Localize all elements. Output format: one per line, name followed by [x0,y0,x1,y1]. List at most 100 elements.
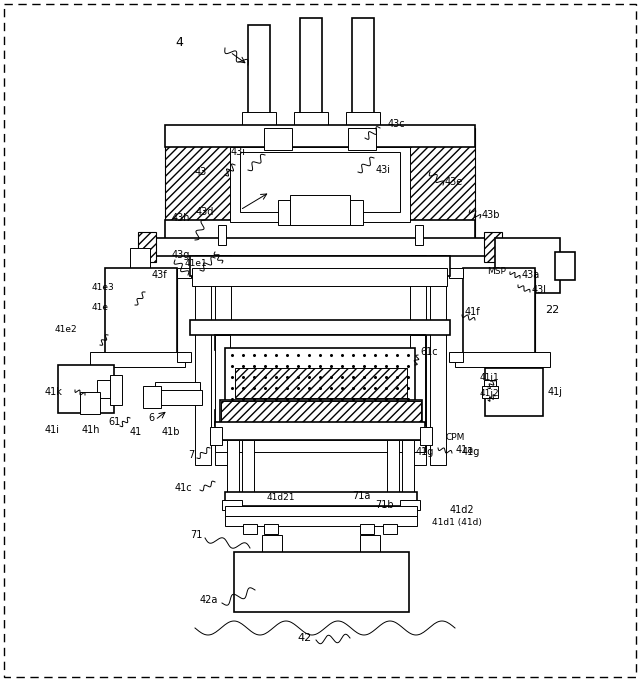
Bar [485,368,543,416]
Bar [455,352,550,367]
Bar [143,386,161,408]
Text: 41c: 41c [175,483,193,493]
Text: 22: 22 [545,305,559,315]
Text: 41g: 41g [462,447,481,457]
Text: 43b: 43b [482,210,500,220]
Bar [190,256,450,276]
Bar [262,535,282,555]
Bar [383,524,397,534]
Bar [165,220,475,240]
Bar [192,268,447,286]
Bar [138,232,156,262]
Bar [484,380,496,398]
Text: 41f: 41f [465,307,481,317]
Bar [500,240,555,290]
Text: 43d: 43d [196,207,214,217]
Text: 43e: 43e [445,177,463,187]
Bar [430,255,446,465]
Text: 41d1 (41d): 41d1 (41d) [432,518,482,526]
Text: 6: 6 [148,413,154,423]
Bar [463,268,535,355]
Text: 7: 7 [188,450,195,460]
Text: 43l: 43l [532,285,547,295]
Text: CPM: CPM [446,434,465,443]
Bar [215,335,230,425]
Text: 71: 71 [190,530,202,540]
Text: 42: 42 [298,633,312,643]
Bar [58,365,114,413]
Text: 43c: 43c [388,119,406,129]
Bar [449,268,463,278]
Bar [152,390,202,405]
Bar [352,18,374,116]
Bar [225,348,415,413]
Bar [225,506,417,516]
Bar [215,255,231,465]
Bar [487,370,542,415]
Bar [555,252,575,280]
Text: 41: 41 [130,427,142,437]
Bar [235,368,407,398]
Bar [190,320,450,335]
Text: 41e3: 41e3 [92,283,115,293]
Text: 43: 43 [195,167,207,177]
Text: 41e: 41e [92,304,109,313]
Text: 43i: 43i [376,165,391,175]
Bar [242,112,276,126]
Bar [215,440,425,452]
Text: 41d2: 41d2 [450,505,475,515]
Bar [210,427,222,445]
Bar [215,335,425,350]
Bar [360,535,380,555]
Bar [449,352,463,362]
Bar [155,382,200,402]
Text: 41e1: 41e1 [185,259,208,268]
Bar [227,440,239,498]
Bar [215,422,425,440]
Bar [165,128,235,243]
Bar [221,401,421,427]
Bar [420,427,432,445]
Text: 4: 4 [175,35,183,48]
Bar [105,268,177,355]
Text: 41j2: 41j2 [480,390,500,398]
Bar [218,225,226,245]
Text: 71b: 71b [375,500,394,510]
Text: MSP: MSP [487,268,506,276]
Bar [105,270,177,355]
Bar [130,248,150,276]
Bar [225,492,417,506]
Bar [402,440,414,498]
Text: 42a: 42a [200,595,218,605]
Bar [177,268,191,278]
Bar [177,352,191,362]
Bar [165,125,475,147]
Text: 61c: 61c [420,347,438,357]
Bar [410,255,426,465]
Text: 41d21: 41d21 [266,494,295,503]
Bar [400,500,420,510]
Bar [484,232,502,262]
Bar [243,524,257,534]
Bar [222,500,242,510]
Bar [346,112,380,126]
Bar [278,200,363,225]
Text: 41i: 41i [45,425,60,435]
Bar [60,368,112,410]
Bar [300,18,322,116]
Text: 41k: 41k [45,387,63,397]
Bar [495,238,560,293]
Text: 71a: 71a [352,491,371,501]
Text: 41j: 41j [548,387,563,397]
Bar [410,335,425,425]
Text: 41e2: 41e2 [55,326,77,334]
Text: 43f: 43f [152,270,168,280]
Bar [90,352,185,367]
Text: 43g: 43g [172,250,190,260]
Bar [264,524,278,534]
Bar [348,128,376,150]
Text: 43h: 43h [172,213,191,223]
Bar [387,440,399,498]
Bar [463,270,535,355]
Text: 43i: 43i [231,147,246,157]
